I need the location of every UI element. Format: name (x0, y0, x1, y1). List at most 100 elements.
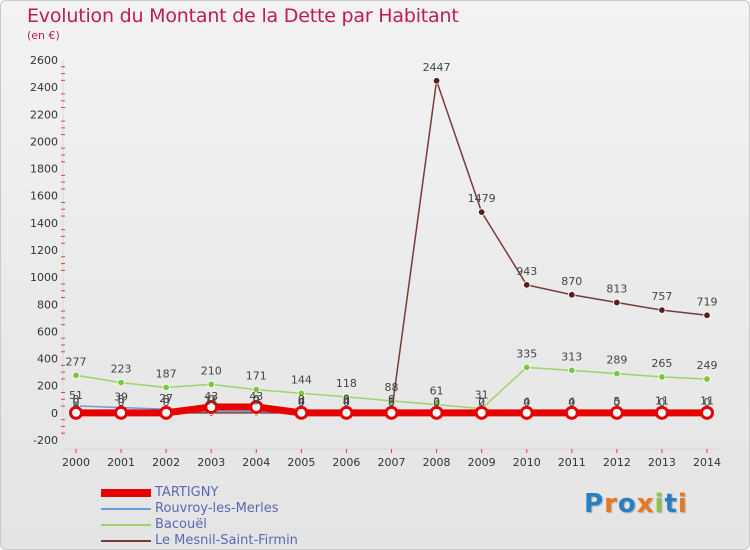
data-point (69, 405, 83, 420)
x-tick-label: 2003 (197, 456, 225, 469)
data-point (72, 371, 80, 379)
y-tick-label: 0 (51, 407, 58, 420)
logo-letter: i (677, 489, 688, 519)
data-label: 144 (291, 373, 312, 386)
legend-item: Rouvroy-les-Merles (101, 501, 401, 517)
x-tick-label: 2013 (648, 456, 676, 469)
data-label: 0 (118, 396, 125, 409)
data-point (568, 291, 576, 299)
data-label: 0 (298, 396, 305, 409)
data-label: 0 (298, 393, 305, 406)
data-point (162, 383, 170, 392)
data-point (523, 281, 531, 289)
legend-item: TARTIGNY (101, 485, 401, 501)
data-label: 0 (343, 396, 350, 409)
logo-letter: P (584, 489, 605, 519)
data-point (387, 397, 396, 405)
data-label: 4 (568, 395, 575, 408)
y-tick-label: 2200 (30, 108, 58, 121)
data-label: 943 (516, 265, 537, 278)
data-label: 5 (613, 395, 620, 408)
data-label: 39 (114, 391, 128, 404)
data-label: 335 (516, 347, 537, 360)
y-tick-label: 1600 (30, 190, 58, 203)
data-label: 0 (388, 393, 395, 406)
data-point (564, 405, 579, 420)
logo-letter: x (636, 489, 655, 519)
data-point (339, 405, 354, 420)
data-label: 0 (163, 393, 170, 406)
data-label: 719 (697, 295, 718, 308)
y-tick-label: -200 (33, 434, 58, 447)
data-point (474, 405, 489, 420)
data-label: 0 (253, 393, 260, 406)
legend-swatch (101, 508, 151, 510)
x-tick-label: 2006 (332, 456, 360, 469)
y-tick-label: 1000 (30, 271, 58, 284)
data-label: 3 (388, 395, 395, 408)
y-tick-label: 1800 (30, 163, 58, 176)
data-label: 31 (475, 389, 489, 402)
x-tick-label: 2002 (152, 456, 180, 469)
legend-label: TARTIGNY (155, 485, 219, 500)
data-label: 813 (606, 283, 627, 296)
x-tick-label: 2004 (242, 456, 270, 469)
data-point (294, 405, 309, 420)
data-point (568, 366, 576, 375)
data-label: 0 (478, 396, 485, 409)
legend-swatch (101, 524, 151, 526)
y-tick-label: 2400 (30, 81, 58, 94)
logo-letter: r (604, 489, 618, 519)
data-label: 9 (253, 395, 260, 408)
data-point (204, 400, 219, 415)
x-tick-label: 2009 (468, 456, 496, 469)
legend-item: Le Mesnil-Saint-Firmin (101, 533, 401, 549)
data-point (117, 378, 125, 387)
proxiti-logo: Proxiti (584, 489, 688, 519)
data-label: 4 (343, 395, 350, 408)
data-point (297, 389, 306, 398)
x-tick-label: 2001 (107, 456, 135, 469)
y-tick-label: 600 (37, 325, 58, 338)
x-tick-label: 2000 (62, 456, 90, 469)
chart-legend: TARTIGNY Rouvroy-les-Merles Bacouël Le Mesn… (101, 485, 401, 549)
data-point (252, 385, 260, 394)
data-label: 265 (651, 357, 672, 370)
y-tick-label: 400 (37, 353, 58, 366)
data-label: 2447 (423, 61, 451, 74)
data-label: 187 (156, 367, 177, 380)
data-label: 0 (523, 396, 530, 409)
legend-label: Le Mesnil-Saint-Firmin (155, 533, 298, 548)
data-point (432, 77, 441, 85)
data-point (249, 400, 264, 415)
data-label: 870 (561, 275, 582, 288)
data-point (523, 363, 531, 372)
y-tick-label: 1200 (30, 244, 58, 257)
data-point (477, 208, 486, 216)
data-point (159, 405, 174, 420)
y-tick-label: 200 (37, 380, 58, 393)
legend-label: Bacouël (155, 517, 207, 532)
data-point (613, 369, 621, 378)
data-label: 0 (388, 396, 395, 409)
data-label: 0 (73, 393, 80, 406)
data-label: 2 (478, 396, 485, 409)
data-point (519, 405, 534, 420)
legend-swatch (101, 540, 151, 542)
logo-letter: t (664, 489, 678, 519)
data-point (384, 405, 399, 420)
x-tick-label: 2007 (378, 456, 406, 469)
data-label: 0 (343, 393, 350, 406)
legend-swatch (101, 489, 151, 497)
data-label: 43 (249, 390, 263, 403)
data-label: 171 (246, 370, 267, 383)
legend-item: Bacouël (101, 517, 401, 533)
data-label: 0 (73, 396, 80, 409)
data-label: 0 (658, 396, 665, 409)
data-label: 0 (208, 393, 215, 406)
y-tick-label: 2000 (30, 135, 58, 148)
y-tick-label: 1400 (30, 217, 58, 230)
chart-unit-label: (en €) (27, 29, 60, 42)
